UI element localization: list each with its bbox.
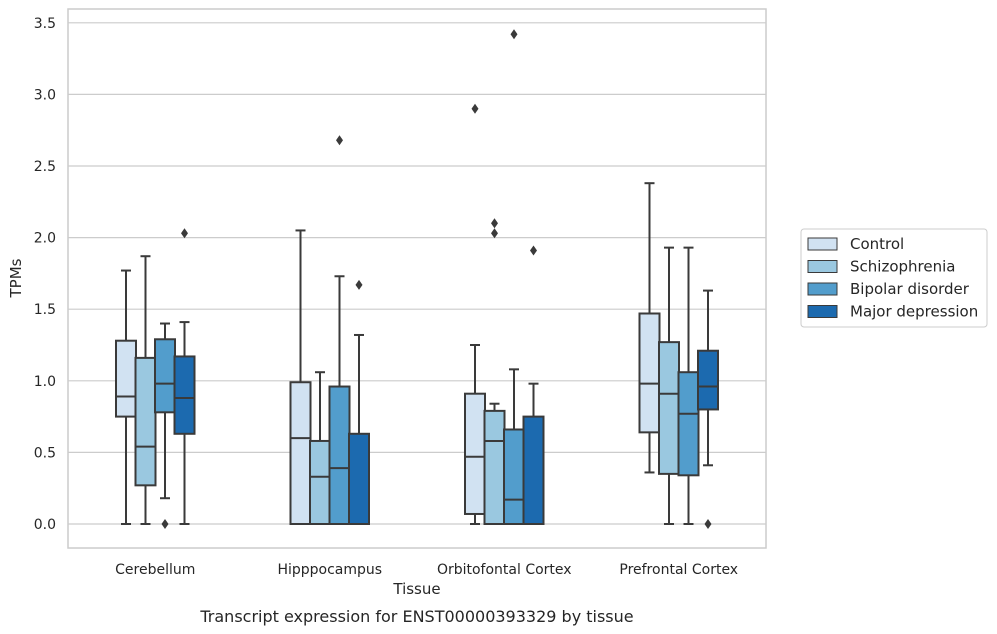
outlier-point xyxy=(510,29,518,40)
box xyxy=(173,355,196,435)
box xyxy=(464,392,486,515)
box xyxy=(638,312,661,434)
legend: Control Schizophrenia Bipolar disorder Majo… xyxy=(800,228,988,328)
box-group xyxy=(522,245,545,526)
box xyxy=(289,381,312,525)
y-tick-label: 1.5 xyxy=(34,302,56,318)
outlier-point xyxy=(181,228,188,239)
box xyxy=(115,339,137,418)
box-group xyxy=(677,246,700,525)
box xyxy=(483,409,506,526)
box-group xyxy=(115,269,137,525)
x-tick-label: Cerebellum xyxy=(115,562,195,578)
box xyxy=(677,371,700,477)
box-group xyxy=(328,135,351,526)
box xyxy=(522,415,545,526)
legend-swatch xyxy=(807,305,838,318)
y-tick-label: 3.5 xyxy=(34,16,56,32)
y-tick-labels: 0.0 0.5 1.0 1.5 2.0 2.5 3.0 3.5 xyxy=(34,16,56,533)
legend-swatch xyxy=(807,237,838,251)
outlier-point xyxy=(530,245,537,256)
outlier-point xyxy=(471,103,479,114)
box xyxy=(328,385,351,526)
outlier-point xyxy=(355,279,363,290)
y-tick-label: 2.5 xyxy=(34,159,56,175)
box xyxy=(348,432,370,525)
legend-label: Control xyxy=(850,235,904,253)
box-group xyxy=(134,255,157,525)
outlier-point xyxy=(161,519,169,529)
chart-caption: Transcript expression for ENST0000039332… xyxy=(199,607,633,626)
box-group xyxy=(464,103,486,525)
box-group xyxy=(503,29,525,526)
box-group xyxy=(348,279,370,525)
x-tick-label: Orbitofontal Cortex xyxy=(437,562,572,578)
y-tick-label: 2.0 xyxy=(34,231,56,247)
y-axis-title: TPMs xyxy=(7,258,25,298)
outlier-point xyxy=(491,218,498,229)
box xyxy=(154,338,176,414)
box xyxy=(658,341,680,475)
x-tick-label: Prefrontal Cortex xyxy=(619,562,738,578)
legend-label: Major depression xyxy=(850,303,978,321)
y-tick-label: 0.5 xyxy=(34,445,56,461)
outlier-point xyxy=(336,135,343,146)
boxes xyxy=(115,29,719,529)
box xyxy=(134,356,157,487)
x-axis-title: Tissue xyxy=(392,580,440,598)
x-tick-labels: Cerebellum Hipppocampus Orbitofontal Corte… xyxy=(115,562,738,578)
y-tick-label: 1.0 xyxy=(34,374,56,390)
box-group xyxy=(638,182,661,474)
legend-frame xyxy=(800,228,988,328)
box-group xyxy=(173,228,196,525)
box xyxy=(697,349,719,411)
box-group xyxy=(697,289,719,529)
outlier-point xyxy=(491,228,498,239)
y-tick-label: 3.0 xyxy=(34,87,56,103)
legend-label: Bipolar disorder xyxy=(850,280,970,298)
box-group xyxy=(289,229,312,525)
box-group xyxy=(309,371,331,525)
box-group xyxy=(154,322,176,529)
x-tick-label: Hipppocampus xyxy=(277,562,382,578)
plot-frame xyxy=(67,8,767,549)
legend-swatch xyxy=(807,282,838,296)
legend-swatch xyxy=(807,260,838,273)
box xyxy=(309,439,331,525)
outlier-point xyxy=(704,519,712,529)
legend-label: Schizophrenia xyxy=(850,258,955,276)
y-tick-label: 0.0 xyxy=(34,517,56,533)
box-group xyxy=(658,246,680,525)
box xyxy=(503,428,525,526)
box-group xyxy=(483,218,506,526)
